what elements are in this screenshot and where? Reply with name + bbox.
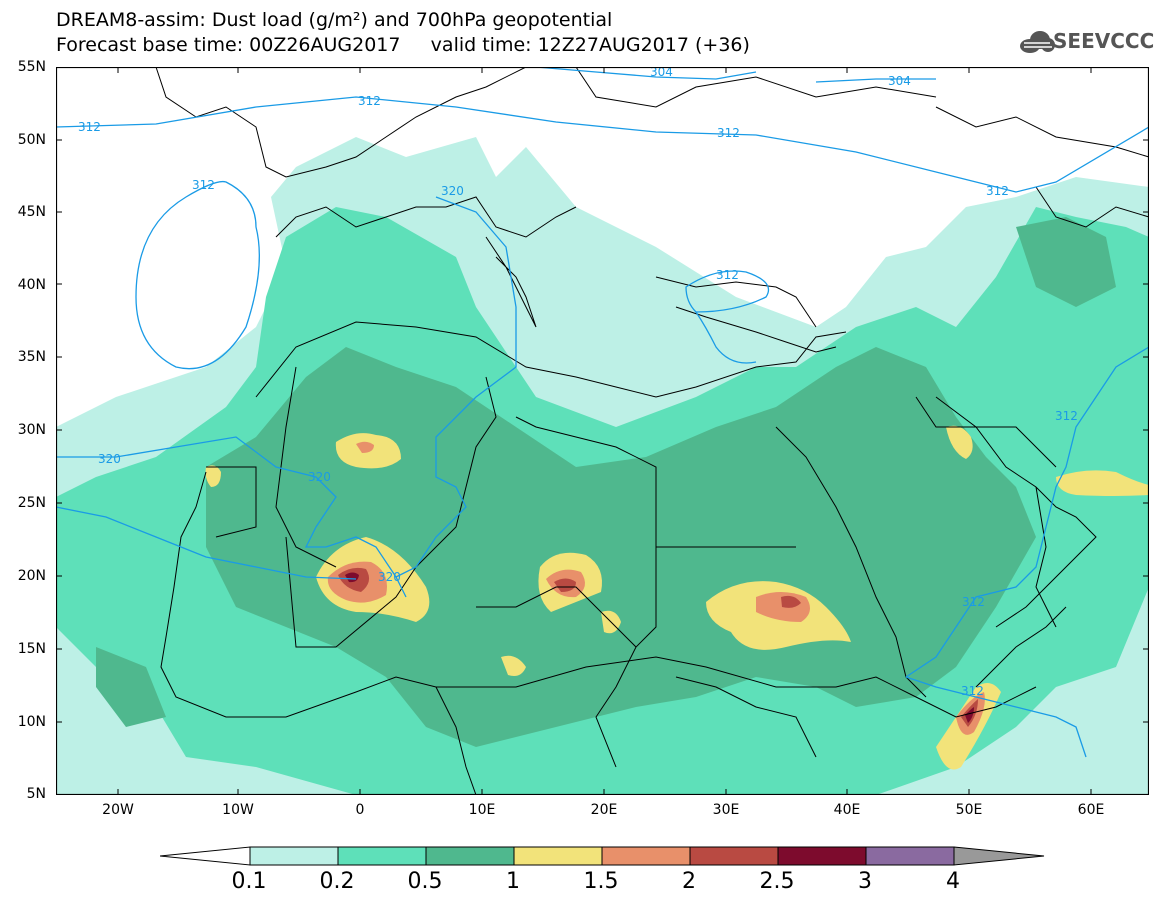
contour-label: 312 (986, 184, 1009, 198)
lat-label: 35N (17, 349, 46, 365)
lon-label: 20E (590, 802, 618, 818)
contour-label: 312 (961, 684, 984, 698)
contour-label: 312 (716, 268, 739, 282)
contour-label: 320 (378, 570, 401, 584)
colorbar-tick-label: 0.5 (407, 869, 443, 894)
contour-labels: 304 304 312 312 312 312 312 320 312 312 … (78, 67, 1078, 698)
contour-label: 312 (962, 595, 985, 609)
lat-label: 30N (17, 422, 46, 438)
colorbar-tick-label: 0.1 (231, 869, 267, 894)
contour-label: 312 (1055, 409, 1078, 423)
colorbar-tick-label: 0.2 (319, 869, 355, 894)
geopotential-contours (56, 67, 1149, 758)
lat-label: 50N (17, 132, 46, 148)
coastlines (155, 67, 1149, 795)
colorbar (160, 846, 1045, 866)
lon-label: 0 (355, 802, 365, 818)
colorbar-lower-arrow (160, 846, 251, 866)
contour-label: 304 (888, 74, 911, 88)
lat-label: 55N (17, 59, 46, 75)
contour-label: 312 (358, 94, 381, 108)
lat-label: 20N (17, 568, 46, 584)
contour-label: 320 (308, 470, 331, 484)
colorbar-segment (777, 846, 867, 866)
colorbar-tick-label: 2 (682, 869, 696, 894)
contour-label: 304 (650, 67, 673, 79)
contour-label: 320 (441, 184, 464, 198)
lon-label: 10E (468, 802, 496, 818)
colorbar-tick-label: 2.5 (759, 869, 795, 894)
lon-label: 50E (955, 802, 983, 818)
colorbar-upper-arrow (953, 846, 1045, 866)
colorbar-tick-label: 1.5 (583, 869, 619, 894)
title-line-1: DREAM8-assim: Dust load (g/m²) and 700hP… (56, 9, 613, 31)
title-line-2: Forecast base time: 00Z26AUG2017 valid t… (56, 34, 750, 56)
dust-map: 304 304 312 312 312 312 312 320 312 312 … (56, 67, 1149, 795)
contour-label: 312 (717, 126, 740, 140)
map-frame (56, 67, 1149, 795)
lon-label: 60E (1077, 802, 1105, 818)
lon-label: 10W (222, 802, 254, 818)
cloud-icon (1020, 31, 1055, 53)
lat-label: 25N (17, 495, 46, 511)
lat-label: 10N (17, 714, 46, 730)
colorbar-segment (337, 846, 427, 866)
lon-label: 40E (833, 802, 861, 818)
lon-label: 20W (102, 802, 134, 818)
colorbar-tick-label: 4 (946, 869, 960, 894)
lat-label: 40N (17, 277, 46, 293)
colorbar-segment (601, 846, 691, 866)
contour-label: 312 (78, 120, 101, 134)
colorbar-segment (249, 846, 339, 866)
lon-label: 30E (712, 802, 740, 818)
colorbar-segment (513, 846, 603, 866)
colorbar-segment (425, 846, 515, 866)
lat-label: 15N (17, 641, 46, 657)
contour-label: 320 (98, 452, 121, 466)
contour-label: 312 (192, 178, 215, 192)
colorbar-tick-label: 1 (506, 869, 520, 894)
lat-label: 45N (17, 204, 46, 220)
colorbar-segment (865, 846, 955, 866)
lat-label: 5N (26, 786, 46, 802)
colorbar-tick-label: 3 (858, 869, 872, 894)
colorbar-segment (689, 846, 779, 866)
logo-text: SEEVCCC (1053, 29, 1155, 53)
